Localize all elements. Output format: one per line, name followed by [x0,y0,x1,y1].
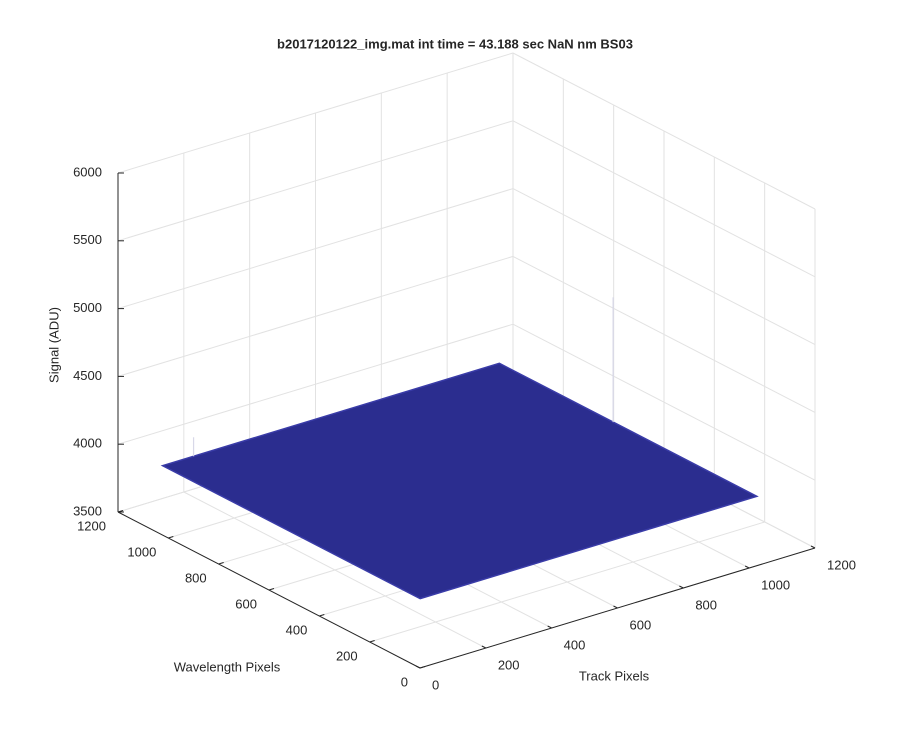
grid-line [512,255,816,413]
y-tick-label: 600 [235,596,257,611]
z-axis-label: Signal (ADU) [46,307,61,383]
x-tick-label: 400 [564,637,586,652]
y-tick-label: 800 [185,570,207,585]
y-tick [268,588,275,591]
y-tick-label: 400 [286,622,308,637]
grid-line [117,323,514,445]
grid-line [117,255,514,377]
grid-line [117,188,514,310]
x-tick [415,665,421,669]
grid-line [512,323,816,481]
x-tick-label: 200 [498,657,520,672]
x-tick [810,545,816,549]
grid-line [512,120,816,278]
grid-line [117,120,514,242]
surface [160,362,759,600]
x-tick-label: 800 [695,597,717,612]
grid-line [369,521,765,643]
y-axis-label: Wavelength Pixels [174,659,281,674]
y-tick-label: 1200 [77,518,106,533]
y-tick [319,614,325,617]
y-tick-label: 0 [401,674,408,689]
z-tick-label: 4500 [73,368,102,383]
y-tick-label: 1000 [127,544,156,559]
grid-line [512,52,816,210]
z-tick-label: 5000 [73,300,102,315]
x-tick-label: 1000 [761,577,790,592]
z-tick-label: 4000 [73,436,102,451]
z-tick-label: 5500 [73,232,102,247]
y-tick [218,562,224,565]
x-tick-label: 1200 [827,557,856,572]
y-tick [168,536,174,539]
chart-title: b2017120122_img.mat int time = 43.188 se… [277,36,633,51]
x-tick [481,645,487,649]
grid-line [117,52,514,174]
y-tick-label: 200 [336,648,358,663]
grid-line [512,188,816,346]
x-tick [679,585,684,589]
x-axis-label: Track Pixels [579,668,650,683]
z-tick-label: 3500 [73,503,102,518]
x-tick [613,605,618,609]
x-tick-label: 0 [432,677,439,692]
z-tick-label: 6000 [73,164,102,179]
y-tick [369,640,375,643]
y-tick [419,666,426,669]
x-tick [547,625,552,629]
x-tick [744,565,750,569]
x-tick-label: 600 [630,617,652,632]
